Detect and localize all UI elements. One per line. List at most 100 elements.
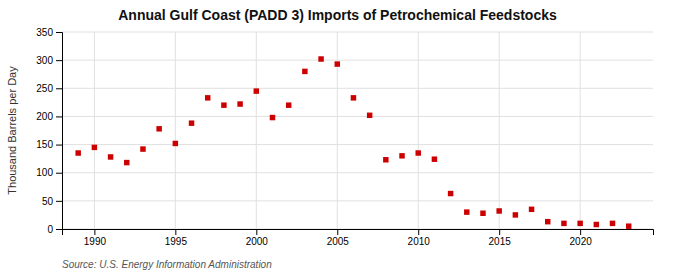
y-tick-label: 100 (36, 167, 53, 178)
y-axis-label: Thousand Barrels per Day (6, 66, 18, 195)
y-axis-line (56, 33, 63, 230)
title: Annual Gulf Coast (PADD 3) Imports of Pe… (118, 7, 557, 23)
point (561, 221, 566, 226)
x-tick-label: 1990 (84, 236, 107, 247)
x-tick: 2010 (408, 229, 431, 247)
grid-line-x (94, 32, 95, 229)
grid-line-y (62, 60, 653, 61)
x-tick-mark (580, 229, 581, 235)
point (367, 113, 372, 118)
grid-line-y (62, 200, 653, 201)
grid-line-y (62, 88, 653, 89)
point (108, 154, 113, 159)
point (237, 101, 242, 106)
y-tick-mark (56, 173, 62, 174)
x-tick-label: 1995 (165, 236, 188, 247)
x-tick-label: 2020 (570, 236, 593, 247)
point (318, 56, 323, 61)
plot-area: 1990 1995 2000 2005 2010 2015 2020 0 50 100 150 200… (36, 27, 653, 247)
point (513, 212, 518, 217)
y-tick-label: 250 (36, 83, 53, 94)
points (75, 56, 631, 229)
point (254, 88, 259, 93)
point (610, 221, 615, 226)
point (92, 145, 97, 150)
point (399, 153, 404, 158)
y-tick-label: 150 (36, 139, 53, 150)
grid-line-y (62, 116, 653, 117)
y-tick: 300 (36, 55, 62, 66)
grid-line-y (62, 32, 653, 33)
y-tick: 200 (36, 111, 62, 122)
x-tick-mark (418, 229, 419, 235)
point (75, 150, 80, 155)
grid-line-x (580, 32, 581, 229)
grid-line-y (62, 172, 653, 173)
y-axis: 0 50 100 150 200 250 300 350 (36, 27, 62, 235)
point (464, 209, 469, 214)
grid-line-x (418, 32, 419, 229)
point (286, 102, 291, 107)
y-tick: 50 (42, 196, 62, 207)
point (335, 61, 340, 66)
y-tick-mark (56, 32, 62, 33)
point (351, 95, 356, 100)
y-tick-mark (56, 145, 62, 146)
y-tick: 350 (36, 27, 62, 38)
point (545, 219, 550, 224)
point (140, 146, 145, 151)
point (529, 207, 534, 212)
point (270, 115, 275, 120)
y-tick-mark (56, 88, 62, 89)
x-tick: 2020 (570, 229, 593, 247)
x-tick-mark (175, 229, 176, 235)
x-tick-label: 2005 (327, 236, 350, 247)
point (156, 126, 161, 131)
x-axis: 1990 1995 2000 2005 2010 2015 2020 (63, 229, 654, 247)
y-tick-label: 0 (47, 224, 53, 235)
y-tick-mark (56, 229, 62, 230)
x-tick: 1990 (84, 229, 107, 247)
y-tick-label: 200 (36, 111, 53, 122)
chart-svg: 1990 1995 2000 2005 2010 2015 2020 0 50 100 150 200… (0, 0, 675, 275)
point (448, 191, 453, 196)
x-tick: 2000 (246, 229, 269, 247)
source-note: Source: U.S. Energy Information Administ… (62, 259, 272, 270)
y-tick-label: 50 (42, 196, 54, 207)
x-tick: 2015 (489, 229, 512, 247)
x-tick-label: 2010 (408, 236, 431, 247)
grid-line-x (175, 32, 176, 229)
point (594, 222, 599, 227)
y-tick: 250 (36, 83, 62, 94)
y-tick: 150 (36, 139, 62, 150)
y-tick: 0 (47, 224, 62, 235)
point (302, 69, 307, 74)
point (480, 211, 485, 216)
point (383, 157, 388, 162)
x-axis-line (63, 230, 654, 236)
point (496, 208, 501, 213)
x-tick-mark (94, 229, 95, 235)
grid-line-y (62, 144, 653, 145)
y-tick: 100 (36, 167, 62, 178)
y-tick-label: 300 (36, 55, 53, 66)
x-tick-label: 2015 (489, 236, 512, 247)
grid-line-x (256, 32, 257, 229)
x-tick-label: 2000 (246, 236, 269, 247)
x-tick-mark (256, 229, 257, 235)
y-tick-mark (56, 60, 62, 61)
chart-container: 1990 1995 2000 2005 2010 2015 2020 0 50 100 150 200… (0, 0, 675, 275)
grid (62, 32, 653, 229)
y-tick-mark (56, 116, 62, 117)
y-tick-mark (56, 201, 62, 202)
point (577, 221, 582, 226)
x-tick-mark (499, 229, 500, 235)
x-tick: 1995 (165, 229, 188, 247)
point (221, 102, 226, 107)
point (189, 120, 194, 125)
point (626, 223, 631, 228)
point (205, 95, 210, 100)
x-tick-mark (337, 229, 338, 235)
point (173, 141, 178, 146)
x-tick: 2005 (327, 229, 350, 247)
